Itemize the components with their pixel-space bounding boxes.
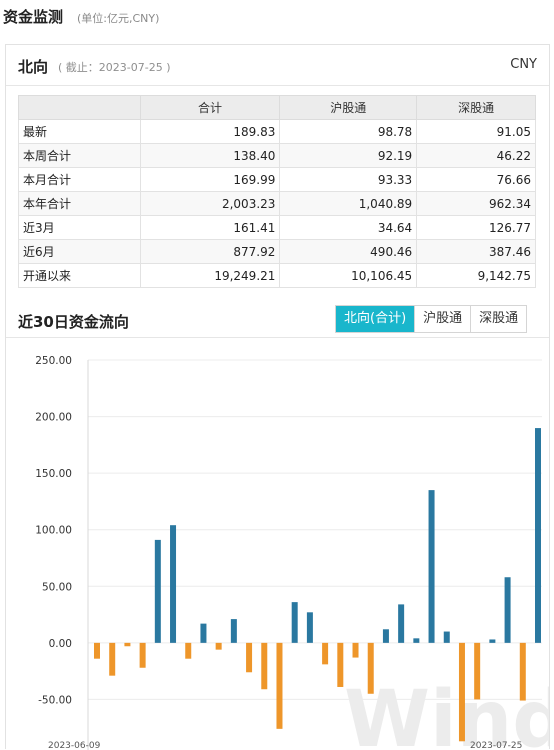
flow-bar [306, 612, 313, 643]
y-tick-label: 100.00 [35, 525, 72, 537]
tab-northbound-total[interactable]: 北向(合计) [336, 306, 415, 332]
y-tick-label: 250.00 [35, 355, 72, 367]
cell-total: 189.83 [139, 119, 281, 144]
table-header-row: 合计 沪股通 深股通 [18, 95, 536, 120]
cell-sz: 91.05 [416, 119, 536, 144]
table-row: 本周合计 138.40 92.19 46.22 [18, 143, 536, 168]
flow-bar [230, 619, 237, 643]
flow-bar [261, 642, 268, 690]
flow-bar [504, 577, 511, 643]
flow-bar [535, 428, 541, 643]
cell-sh: 98.78 [279, 119, 418, 144]
table-header-sz: 深股通 [416, 95, 536, 120]
flow-tabs: 北向(合计) 沪股通 深股通 [335, 305, 528, 333]
flow-summary-table: 合计 沪股通 深股通 最新 189.83 98.78 91.05 本周合计 13… [18, 95, 536, 288]
flow-bar [109, 642, 116, 676]
cell-total: 161.41 [139, 215, 281, 240]
cell-sz: 46.22 [416, 143, 536, 168]
table-row: 本月合计 169.99 93.33 76.66 [18, 167, 536, 192]
panel-title: 北向 [18, 58, 49, 76]
cell-sz: 387.46 [416, 239, 536, 264]
cell-sz: 126.77 [416, 215, 536, 240]
flow-bar [154, 539, 161, 643]
panel-date-note: ( 截止：2023-07-25 ) [58, 61, 171, 74]
watermark-text: Wind [344, 675, 549, 750]
row-label: 最新 [18, 119, 141, 144]
flow-bar [382, 629, 389, 643]
cell-sh: 34.64 [279, 215, 418, 240]
table-header-sh: 沪股通 [279, 95, 418, 120]
row-label: 开通以来 [18, 263, 141, 288]
flow-bar [413, 638, 420, 643]
tab-shanghai-connect[interactable]: 沪股通 [414, 306, 471, 332]
flow-bar [352, 642, 359, 658]
x-tick-label-start: 2023-06-09 [48, 741, 101, 750]
cell-sh: 490.46 [279, 239, 418, 264]
flow-bar [458, 642, 465, 742]
currency-label: CNY [510, 57, 537, 72]
flow-bar [215, 642, 222, 650]
y-tick-label: 150.00 [35, 468, 72, 480]
flow-bar [124, 642, 131, 647]
page-title: 资金监测 [3, 8, 64, 26]
table-row: 近6月 877.92 490.46 387.46 [18, 239, 536, 264]
flow-bar [276, 642, 283, 729]
flow-bar [398, 604, 405, 643]
flow-bar [170, 525, 177, 643]
x-tick-label-end: 2023-07-25 [470, 741, 522, 750]
row-label: 本年合计 [18, 191, 141, 216]
cell-sz: 962.34 [416, 191, 536, 216]
row-label: 本月合计 [18, 167, 141, 192]
y-tick-label: 200.00 [35, 412, 72, 424]
tab-shenzhen-connect[interactable]: 深股通 [470, 306, 527, 332]
row-label: 近3月 [18, 215, 141, 240]
table-row: 开通以来 19,249.21 10,106.45 9,142.75 [18, 263, 536, 288]
unit-note: (单位:亿元,CNY) [77, 12, 160, 25]
flow-bar [337, 642, 344, 687]
cell-sh: 1,040.89 [279, 191, 418, 216]
table-row: 本年合计 2,003.23 1,040.89 962.34 [18, 191, 536, 216]
table-row: 近3月 161.41 34.64 126.77 [18, 215, 536, 240]
flow-bar [489, 639, 496, 643]
flow-bar [428, 490, 435, 643]
y-tick-label: -50.00 [38, 694, 72, 706]
flow-bar [246, 642, 253, 673]
flow-bar [367, 642, 374, 694]
table-row: 最新 189.83 98.78 91.05 [18, 119, 536, 144]
row-label: 本周合计 [18, 143, 141, 168]
table-header-total: 合计 [139, 95, 281, 120]
y-tick-label: 0.00 [49, 638, 72, 650]
flow-bar [474, 642, 481, 700]
cell-total: 19,249.21 [139, 263, 281, 288]
cell-total: 138.40 [139, 143, 281, 168]
flow-bar [519, 642, 526, 701]
cell-total: 169.99 [139, 167, 281, 192]
flow-chart-area: Wind 250.00 200.00 150.00 100.00 50.00 0.00 -50… [6, 337, 549, 750]
panel-header: 北向 ( 截止：2023-07-25 ) CNY [6, 45, 549, 86]
cell-sz: 9,142.75 [416, 263, 536, 288]
table-header-blank [18, 95, 141, 120]
cell-sh: 10,106.45 [279, 263, 418, 288]
cell-total: 877.92 [139, 239, 281, 264]
row-label: 近6月 [18, 239, 141, 264]
cell-sz: 76.66 [416, 167, 536, 192]
y-tick-label: 50.00 [42, 581, 72, 593]
flow-bar-chart: Wind 250.00 200.00 150.00 100.00 50.00 0.00 -50… [35, 355, 549, 750]
flow-bar [200, 623, 207, 643]
flow-bar [443, 631, 450, 643]
flow-bar [139, 642, 146, 668]
flow-bar [94, 642, 100, 659]
flow-bar [185, 642, 192, 659]
northbound-panel: 北向 ( 截止：2023-07-25 ) CNY 合计 沪股通 深股通 最新 1… [5, 44, 550, 750]
cell-sh: 92.19 [279, 143, 418, 168]
cell-total: 2,003.23 [139, 191, 281, 216]
flow-chart-title: 近30日资金流向 [18, 313, 129, 331]
flow-bar [291, 602, 298, 643]
cell-sh: 93.33 [279, 167, 418, 192]
flow-bar [322, 642, 329, 665]
